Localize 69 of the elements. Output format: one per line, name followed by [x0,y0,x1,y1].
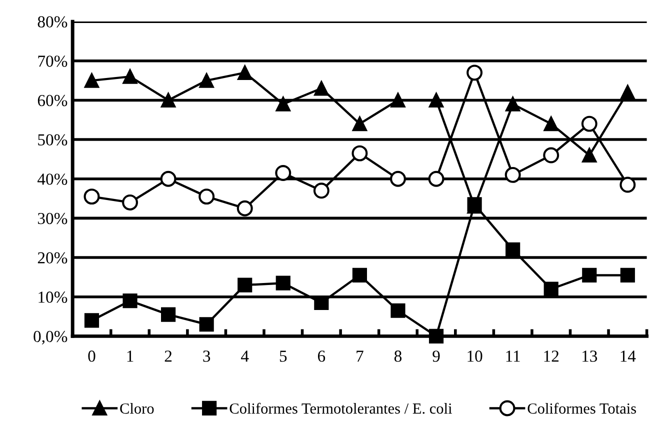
x-tick-label: 8 [394,350,402,362]
x-tick-label: 9 [432,350,440,362]
point [428,328,444,344]
legend-label: Coliformes Termotolerantes / E. coli [230,402,452,414]
y-tick-label: 30% [38,212,68,224]
x-tick-label: 1 [127,350,134,362]
point [276,96,290,112]
point [122,293,138,308]
x-tick-label: 13 [582,350,598,362]
point [506,242,520,257]
x-tick-label: 14 [620,350,636,362]
point [198,188,215,205]
y-tick-label: 60% [38,94,68,106]
x-tick-label: 4 [241,350,249,362]
x-tick-label: 11 [506,350,520,362]
point [236,200,253,216]
point [122,69,138,84]
x-tick-label: 6 [318,350,326,362]
point [160,170,176,187]
point [161,307,176,322]
point [122,194,138,210]
y-tick-label: 0,0% [34,330,68,345]
point [390,303,406,318]
point [352,145,368,162]
y-tick-label: 80% [38,16,68,28]
y-tick-label: 50% [38,134,68,146]
point [352,116,367,132]
point [161,92,176,108]
x-tick-label: 5 [280,350,287,362]
point [544,282,558,296]
x-tick-label: 0 [88,350,96,362]
point [544,116,558,132]
y-tick-label: 20% [38,252,68,264]
x-tick-label: 10 [468,350,482,362]
point [504,166,521,183]
point [390,170,406,187]
point [582,268,597,283]
legend-label: Cloro [120,402,154,414]
x-tick-label: 12 [544,350,559,362]
point [428,92,444,108]
point [390,92,406,108]
point [199,73,214,88]
point [428,170,444,187]
point [84,188,100,205]
point [543,147,560,164]
legend-label: Coliformes Totais [528,402,636,414]
point [84,73,100,88]
point [313,182,330,199]
point [620,176,636,193]
point [238,278,252,292]
point [275,164,292,181]
point [352,268,367,283]
point [506,96,520,112]
y-tick-label: 70% [38,56,68,67]
point [238,65,252,80]
x-tick-label: 7 [356,350,364,362]
point [314,81,329,96]
point [620,268,635,283]
y-tick-label: 10% [38,292,68,303]
point [466,64,483,81]
x-tick-label: 3 [203,350,210,362]
point [199,317,214,332]
point [276,276,290,290]
point [581,116,598,132]
y-tick-label: 40% [38,174,68,185]
point [84,313,100,328]
point [620,85,635,100]
x-tick-label: 2 [164,350,172,362]
point [582,148,597,163]
